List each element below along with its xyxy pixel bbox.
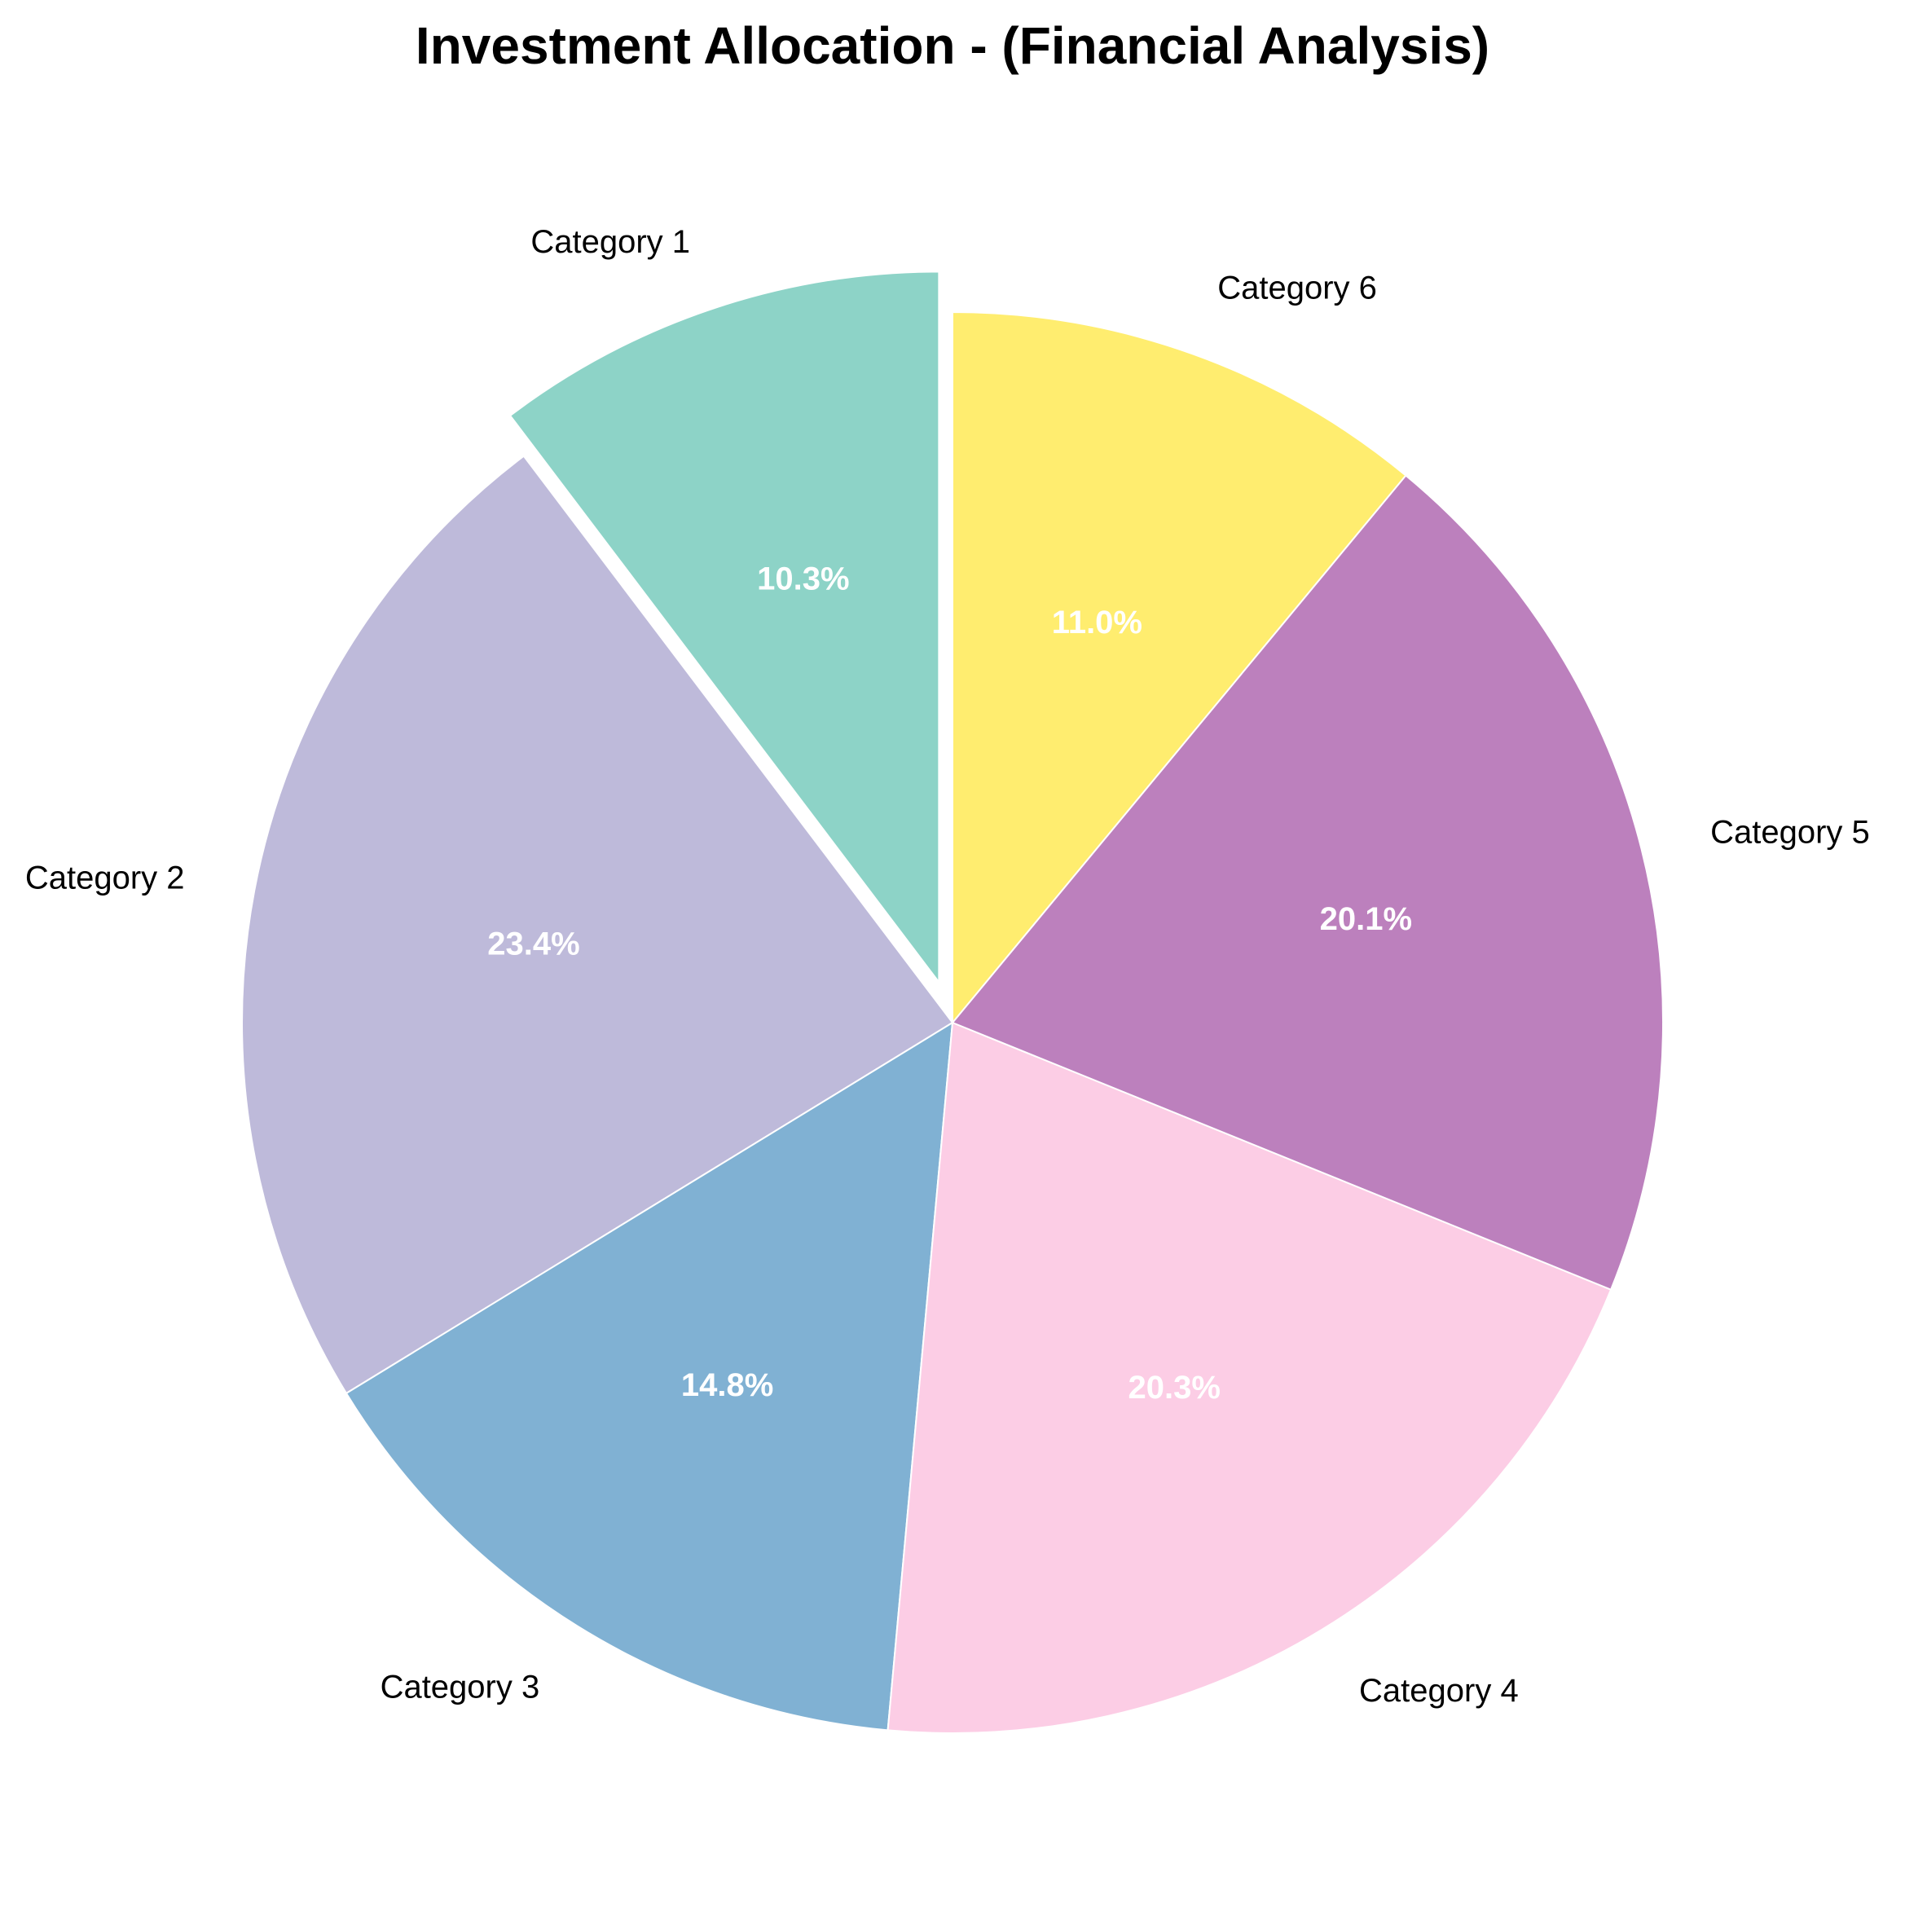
slice-category-label-4: Category 4 [1359, 1673, 1519, 1709]
pie-slices [241, 271, 1664, 1734]
pie-slice-3 [345, 1021, 954, 1732]
pie-slice-1 [508, 271, 940, 985]
chart-title: Investment Allocation - (Financial Analy… [416, 16, 1489, 75]
pie-slice-2 [241, 455, 954, 1395]
slice-value-label-3: 14.8% [681, 1367, 773, 1403]
slice-category-label-1: Category 1 [530, 224, 690, 260]
slice-value-label-1: 10.3% [757, 561, 849, 596]
slice-category-label-3: Category 3 [381, 1669, 540, 1705]
pie-slice-6 [952, 310, 1407, 1025]
slice-value-label-5: 20.1% [1320, 901, 1412, 937]
slice-category-label-5: Category 5 [1710, 815, 1870, 851]
pie-slice-4 [887, 1021, 1612, 1734]
slice-value-label-6: 11.0% [1052, 605, 1142, 640]
pie-labels: 10.3% Category 1 23.4% Category 2 14.8% Categ… [25, 224, 1870, 1709]
pie-slice-5 [951, 474, 1664, 1291]
slice-value-label-2: 23.4% [487, 926, 579, 962]
slice-category-label-6: Category 6 [1217, 271, 1377, 306]
slice-category-label-2: Category 2 [25, 860, 185, 896]
slice-value-label-4: 20.3% [1128, 1370, 1221, 1406]
